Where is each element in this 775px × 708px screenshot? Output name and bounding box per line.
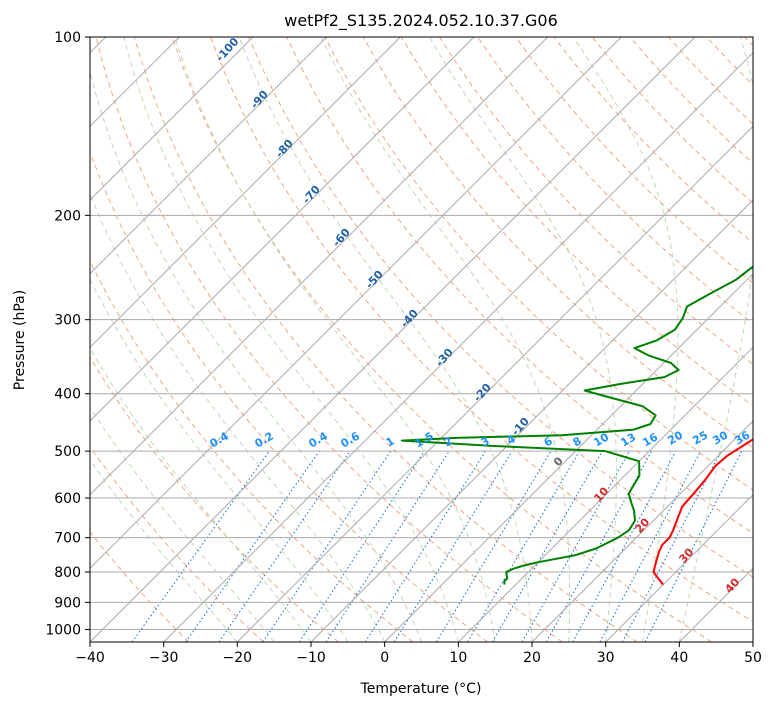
mixing-ratio-line — [325, 450, 450, 642]
mixing-ratio-line — [364, 450, 486, 642]
isotherm-line — [384, 272, 753, 642]
dry-adiabat-line — [171, 37, 712, 642]
isotherm-line — [531, 420, 753, 642]
dry-adiabat-line — [515, 37, 753, 284]
x-tick-label: 0 — [380, 650, 389, 666]
dry-adiabat-line — [210, 37, 753, 623]
mixing-ratio-line — [185, 450, 320, 642]
y-tick-label: 200 — [54, 208, 81, 224]
chart-title: wetPf2_S135.2024.052.10.37.G06 — [284, 11, 558, 31]
isotherm-line — [236, 125, 753, 642]
x-axis-label: Temperature (°C) — [360, 681, 482, 697]
y-tick-label: 700 — [54, 531, 81, 547]
y-tick-label: 800 — [54, 565, 81, 581]
y-tick-label: 900 — [54, 595, 81, 611]
y-axis-label: Pressure (hPa) — [12, 290, 28, 390]
mixing-ratio-line — [393, 450, 513, 642]
moist-adiabat-line — [90, 278, 349, 642]
moist-adiabat-line — [320, 37, 571, 642]
dry-adiabat-line — [90, 531, 190, 642]
dry-adiabat-line — [248, 37, 753, 578]
y-tick-label: 400 — [54, 387, 81, 403]
isotherm-line — [90, 37, 475, 422]
plot-frame — [89, 36, 754, 643]
moist-adiabat-line — [572, 37, 679, 642]
isotherm-line — [90, 37, 254, 201]
moist-adiabat-line — [238, 37, 533, 642]
moist-adiabat-line — [90, 406, 275, 642]
moist-adiabat-line — [174, 37, 496, 642]
dry-adiabat-line — [90, 445, 264, 642]
isotherm-line — [457, 346, 753, 642]
moist-adiabat-line — [123, 37, 459, 642]
dewpoint-line — [400, 265, 753, 585]
dry-adiabat-line — [95, 37, 563, 642]
mixing-ratio-line — [572, 450, 677, 642]
x-tick-label: −10 — [296, 650, 326, 666]
moist-adiabat-line — [90, 459, 238, 642]
x-tick-label: −20 — [223, 650, 253, 666]
x-tick-label: −30 — [149, 650, 179, 666]
mixing-ratio-line — [521, 450, 630, 642]
moist-adiabat-line — [90, 70, 422, 642]
moist-adiabat-line — [90, 347, 312, 642]
isotherm-line — [90, 37, 328, 275]
x-tick-label: 20 — [523, 650, 541, 666]
mixing-ratio-line — [491, 450, 603, 642]
x-tick-label: 50 — [744, 650, 762, 666]
x-tick-label: 30 — [597, 650, 615, 666]
isotherm-line — [90, 37, 696, 642]
isotherm-line — [90, 37, 401, 349]
dry-adiabat-line — [400, 37, 753, 407]
moist-adiabat-line — [428, 37, 617, 642]
y-tick-label: 500 — [54, 444, 81, 460]
isotherm-line — [163, 51, 753, 642]
dry-adiabat-line — [133, 37, 638, 642]
y-tick-label: 100 — [54, 30, 81, 46]
x-tick-label: 10 — [449, 650, 467, 666]
isotherm-line — [90, 37, 622, 570]
y-tick-label: 1000 — [45, 622, 81, 638]
moist-adiabat-line — [90, 192, 386, 642]
x-tick-label: −40 — [75, 650, 105, 666]
mixing-ratio-line — [435, 450, 552, 642]
mixing-ratio-line — [218, 450, 351, 642]
isotherm-line — [310, 199, 753, 642]
x-tick-label: 40 — [670, 650, 688, 666]
isotherm-line — [90, 37, 549, 496]
mixing-ratio-line — [467, 450, 580, 642]
temperature-line — [652, 438, 753, 586]
y-tick-label: 300 — [54, 313, 81, 329]
dry-adiabat-line — [90, 356, 339, 642]
dry-adiabat-line — [438, 37, 753, 366]
y-tick-label: 600 — [54, 491, 81, 507]
dry-adiabat-line — [90, 150, 488, 642]
isotherm-line — [605, 493, 753, 642]
